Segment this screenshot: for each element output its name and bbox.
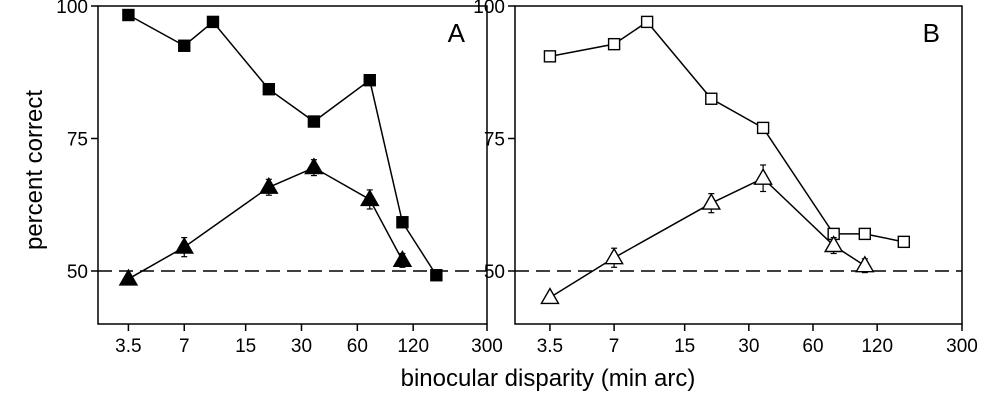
- panel-a-y-tick-label: 75: [67, 130, 88, 151]
- panel-b-square-series-point: [543, 50, 557, 63]
- panel-b-label: B: [923, 18, 940, 48]
- panel-b-triangle-series-point: [855, 255, 875, 273]
- panel-b-x-tick-label: 300: [946, 336, 978, 357]
- panel-a-triangle-series-point: [360, 189, 380, 207]
- panel-b: 50 75 100 3.5 7 15 30 60 120 300 B: [473, 0, 978, 357]
- panel-b-y-tick-label: 75: [484, 130, 505, 151]
- panel-b-triangle-series-point: [753, 167, 773, 185]
- panel-b-triangle-series-point: [701, 192, 722, 210]
- panel-b-triangle-series-line: [549, 177, 866, 299]
- panel-b-triangle-series-point: [540, 287, 560, 305]
- x-axis-title: binocular disparity (min arc): [401, 365, 696, 392]
- panel-b-triangle-series-point: [604, 247, 624, 265]
- panel-b-square-series-point: [705, 92, 718, 105]
- panel-a-triangle-series-point: [392, 250, 413, 268]
- panel-a-label: A: [448, 18, 466, 48]
- panel-b-square-series-point: [858, 227, 872, 241]
- panel-b-x-tick-label: 30: [738, 336, 759, 357]
- panel-a: 50 75 100 3.5 7 15 30 60 120 300 A: [56, 0, 503, 357]
- panel-b-x-tick-label: 15: [674, 336, 695, 357]
- panel-a-square-series-point: [206, 15, 220, 29]
- panel-a-x-tick-label: 120: [397, 336, 429, 357]
- panel-a-triangle-series-line: [128, 166, 404, 280]
- panel-a-triangle-series-point: [259, 176, 279, 194]
- panel-b-y-tick-label: 50: [484, 262, 505, 283]
- panel-b-square-series-point: [897, 235, 911, 249]
- panel-b-square-series-point: [607, 37, 621, 51]
- y-axis-title: percent correct: [21, 90, 48, 250]
- panel-b-square-series-point: [756, 121, 770, 135]
- panel-a-square-series-point: [307, 115, 321, 128]
- panel-b-x-tick-label: 3.5: [537, 336, 563, 357]
- panel-a-triangle-series-point: [118, 268, 139, 286]
- panel-a-x-tick-label: 300: [471, 336, 503, 357]
- panel-a-x-tick-label: 7: [179, 336, 190, 357]
- panel-a-square-series-point: [396, 216, 409, 229]
- panel-a-square-series-point: [262, 83, 276, 96]
- panel-a-triangle-series-point: [304, 157, 324, 175]
- panel-b-x-tick-label: 120: [861, 336, 893, 357]
- panel-b-square-series-point: [640, 15, 654, 29]
- panel-a-x-tick-label: 15: [235, 336, 256, 357]
- panel-b-x-tick-label: 7: [609, 336, 620, 357]
- panel-b-x-tick-label: 60: [802, 336, 823, 357]
- panel-a-x-tick-label: 3.5: [115, 336, 141, 357]
- panel-a-y-tick-label: 100: [56, 0, 88, 18]
- panel-b-square-series-line: [549, 20, 904, 243]
- panel-a-x-tick-label: 30: [291, 336, 312, 357]
- panel-a-x-tick-label: 60: [347, 336, 368, 357]
- panel-a-square-series-point: [178, 39, 191, 52]
- panel-b-frame: [514, 5, 963, 325]
- panel-a-y-tick-label: 50: [67, 262, 88, 283]
- panel-a-triangle-series-point: [174, 236, 194, 254]
- panel-a-frame: [97, 5, 488, 325]
- panel-b-y-tick-label: 100: [473, 0, 505, 18]
- panel-a-square-series-point: [122, 8, 135, 22]
- panel-a-square-series-point: [363, 73, 376, 87]
- panel-a-square-series-point: [430, 269, 443, 282]
- panel-b-triangle-series-point: [823, 235, 844, 253]
